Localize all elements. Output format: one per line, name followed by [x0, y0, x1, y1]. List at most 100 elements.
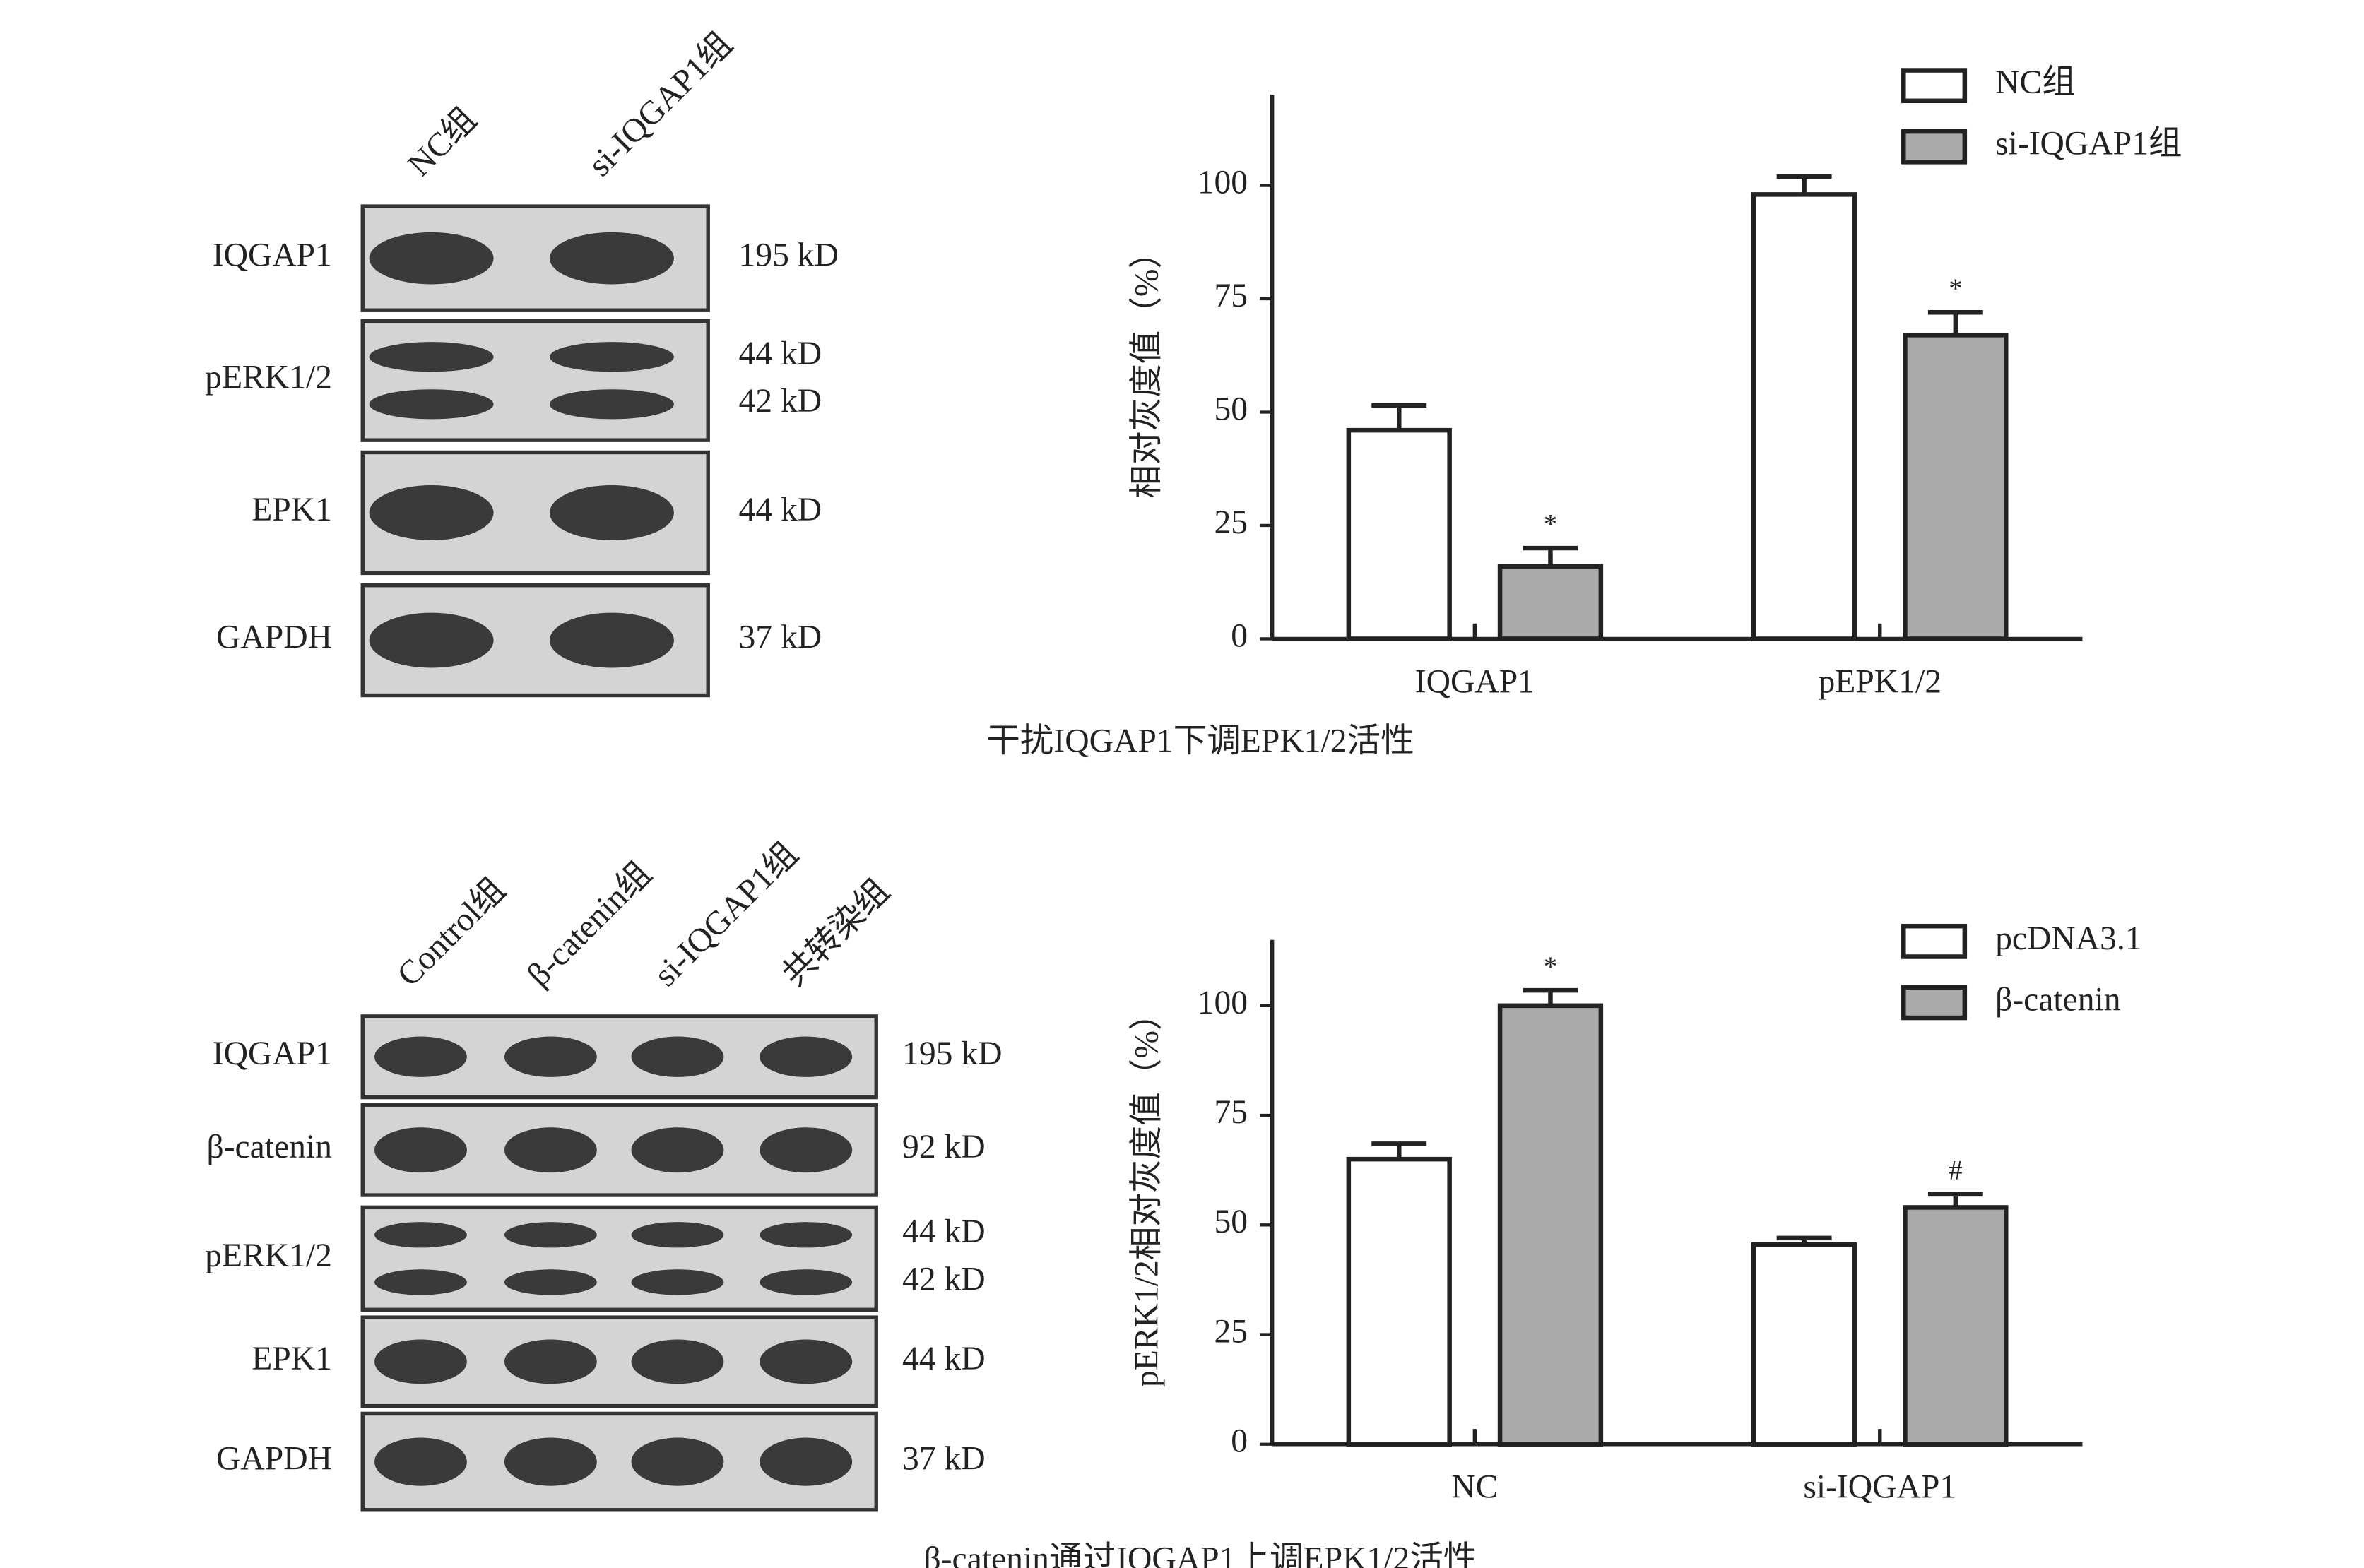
band	[369, 612, 494, 668]
bar	[1903, 1205, 2009, 1447]
y-axis-label: 相对灰度值（%）	[1128, 235, 1165, 499]
band	[504, 1036, 597, 1077]
size-label: 195 kD	[902, 1035, 1002, 1072]
size-label: 44 kD	[902, 1213, 986, 1250]
protein-label: IQGAP1	[213, 1035, 332, 1072]
band	[374, 1036, 467, 1077]
band	[549, 342, 674, 372]
band	[369, 389, 494, 420]
protein-label: pERK1/2	[205, 360, 332, 396]
x-tick-label: si-IQGAP1	[1803, 1469, 1956, 1506]
protein-label: IQGAP1	[213, 237, 332, 274]
band	[374, 1127, 467, 1173]
y-tick-label: 75	[1214, 278, 1248, 314]
band	[631, 1339, 724, 1384]
band	[631, 1269, 724, 1295]
bar	[1497, 1003, 1604, 1447]
band	[369, 342, 494, 372]
y-tick-label: 0	[1231, 1423, 1248, 1460]
bar	[1751, 192, 1857, 641]
blot-row	[360, 319, 710, 442]
significance-marker: #	[1949, 1155, 1962, 1185]
protein-label: β-catenin	[206, 1129, 332, 1165]
size-label: 42 kD	[739, 383, 822, 420]
band	[374, 1269, 467, 1295]
lane-label: Control组	[391, 872, 513, 994]
bar	[1751, 1242, 1857, 1447]
bar	[1903, 333, 2009, 641]
size-label: 42 kD	[902, 1261, 986, 1297]
band	[504, 1339, 597, 1384]
legend-label: si-IQGAP1组	[1995, 126, 2182, 162]
y-tick-label: 25	[1214, 1313, 1248, 1350]
band	[631, 1127, 724, 1173]
band	[549, 232, 674, 285]
error-bar	[1523, 545, 1578, 566]
band	[631, 1222, 724, 1248]
x-tick-label: NC	[1451, 1469, 1498, 1506]
band	[549, 612, 674, 668]
significance-marker: *	[1544, 509, 1557, 540]
legend-label: pcDNA3.1	[1995, 920, 2142, 957]
protein-label: EPK1	[252, 492, 332, 528]
y-tick-label: 100	[1198, 985, 1248, 1021]
error-bar	[1927, 1192, 1983, 1208]
y-tick-label: 100	[1198, 164, 1248, 201]
size-label: 44 kD	[739, 492, 822, 528]
y-tick-label: 50	[1214, 1204, 1248, 1240]
band	[631, 1437, 724, 1486]
band	[549, 389, 674, 420]
caption: 干扰IQGAP1下调EPK1/2活性	[986, 723, 1414, 760]
lane-label: 共转染组	[776, 872, 897, 993]
legend-label: β-catenin	[1995, 981, 2121, 1018]
protein-label: GAPDH	[216, 1441, 332, 1478]
band	[374, 1339, 467, 1384]
significance-marker: *	[1949, 273, 1962, 304]
band	[374, 1437, 467, 1486]
band	[760, 1222, 853, 1248]
band	[374, 1222, 467, 1248]
band	[760, 1127, 853, 1173]
caption: β-catenin通过IQGAP1上调EPK1/2活性	[923, 1540, 1477, 1568]
error-bar	[1523, 987, 1578, 1006]
size-label: 92 kD	[902, 1129, 986, 1165]
band	[504, 1222, 597, 1248]
legend-swatch	[1901, 923, 1968, 959]
x-tick-label: pEPK1/2	[1818, 663, 1942, 700]
legend-swatch	[1901, 68, 1968, 104]
lane-label: si-IQGAP1组	[581, 25, 740, 184]
legend-swatch	[1901, 129, 1968, 165]
lane-label: β-catenin组	[520, 855, 658, 994]
band	[549, 485, 674, 540]
error-bar	[1776, 174, 1832, 195]
protein-label: pERK1/2	[205, 1237, 332, 1274]
size-label: 44 kD	[902, 1341, 986, 1377]
size-label: 37 kD	[902, 1441, 986, 1478]
band	[631, 1036, 724, 1077]
y-tick-label: 0	[1231, 617, 1248, 654]
y-tick-label: 50	[1214, 391, 1248, 427]
error-bar	[1927, 310, 1983, 335]
y-axis-label: pERK1/2相对灰度值（%）	[1128, 997, 1165, 1387]
band	[504, 1269, 597, 1295]
band	[369, 232, 494, 285]
bar	[1346, 1156, 1452, 1447]
x-tick-label: IQGAP1	[1415, 663, 1535, 700]
significance-marker: *	[1544, 951, 1557, 982]
legend-label: NC组	[1995, 64, 2076, 101]
size-label: 37 kD	[739, 619, 822, 656]
band	[504, 1437, 597, 1486]
band	[369, 485, 494, 540]
band	[504, 1127, 597, 1173]
lane-label: NC组	[401, 101, 484, 184]
band	[760, 1036, 853, 1077]
error-bar	[1776, 1235, 1832, 1245]
band	[760, 1437, 853, 1486]
legend-swatch	[1901, 985, 1968, 1021]
y-tick-label: 25	[1214, 504, 1248, 541]
protein-label: EPK1	[252, 1341, 332, 1377]
bar	[1346, 427, 1452, 641]
bar	[1497, 564, 1604, 641]
band	[760, 1269, 853, 1295]
